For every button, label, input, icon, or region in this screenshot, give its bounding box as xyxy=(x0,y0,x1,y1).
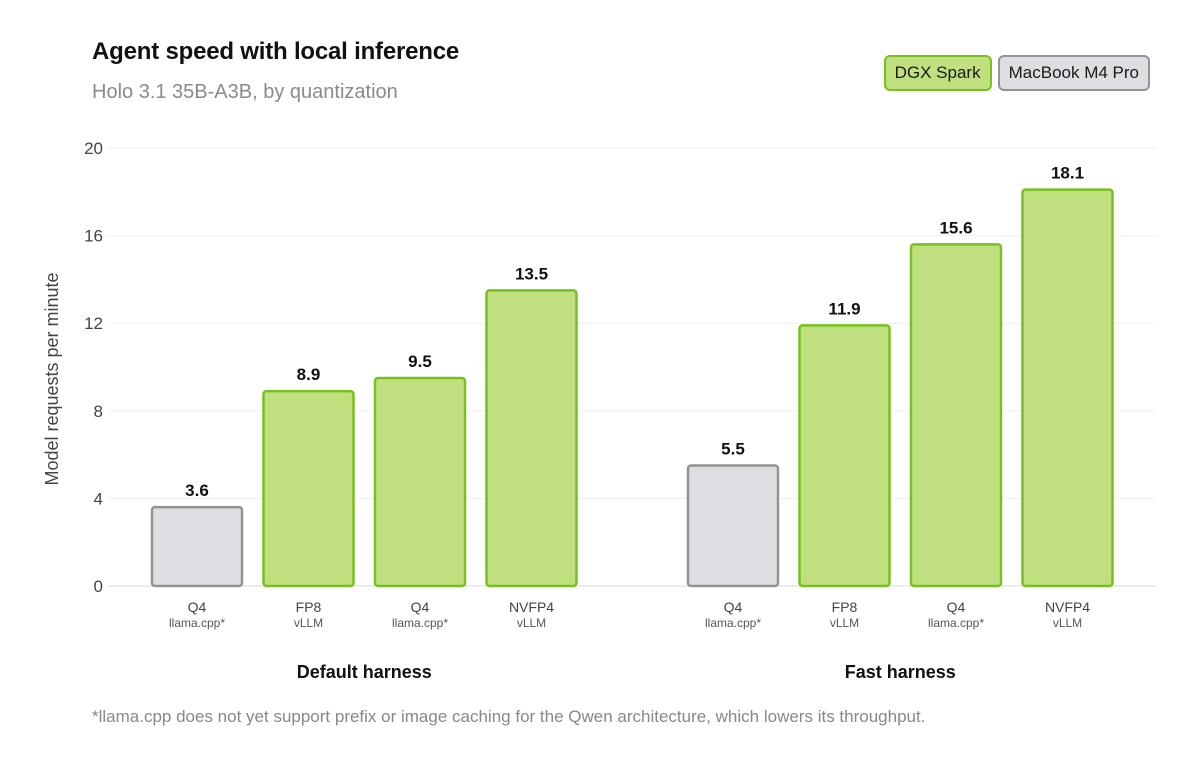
bar xyxy=(1021,188,1114,588)
bar xyxy=(262,389,355,588)
x-tick-label: NVFP4 xyxy=(509,599,554,615)
x-tick-sublabel: vLLM xyxy=(1053,616,1082,630)
x-tick-sublabel: llama.cpp* xyxy=(928,616,984,630)
legend-item-macbook-m4-pro: MacBook M4 Pro xyxy=(997,55,1150,91)
group-label: Default harness xyxy=(297,662,432,682)
x-tick-label: Q4 xyxy=(411,599,430,615)
x-tick-label: NVFP4 xyxy=(1045,599,1090,615)
x-tick-sublabel: vLLM xyxy=(830,616,859,630)
group-label: Fast harness xyxy=(845,662,956,682)
data-label: 5.5 xyxy=(721,440,745,459)
x-tick-sublabel: vLLM xyxy=(294,616,323,630)
x-tick-label: FP8 xyxy=(832,599,858,615)
bar xyxy=(798,324,891,588)
y-tick-label: 12 xyxy=(84,314,103,333)
x-tick-sublabel: llama.cpp* xyxy=(392,616,448,630)
x-tick-label: Q4 xyxy=(724,599,743,615)
data-label: 8.9 xyxy=(297,365,321,384)
y-tick-label: 8 xyxy=(94,402,103,421)
data-label: 13.5 xyxy=(515,264,548,283)
y-tick-label: 16 xyxy=(84,227,103,246)
x-tick-label: Q4 xyxy=(188,599,207,615)
legend-item-dgx-spark: DGX Spark xyxy=(883,55,992,91)
y-tick-label: 4 xyxy=(94,489,103,508)
y-tick-label: 20 xyxy=(84,139,103,158)
x-tick-sublabel: llama.cpp* xyxy=(169,616,225,630)
chart-subtitle: Holo 3.1 35B-A3B, by quantization xyxy=(92,81,398,103)
chart-title: Agent speed with local inference xyxy=(92,38,460,65)
legend: DGX Spark MacBook M4 Pro xyxy=(883,55,1150,91)
x-tick-sublabel: vLLM xyxy=(517,616,546,630)
x-tick-sublabel: llama.cpp* xyxy=(705,616,761,630)
data-label: 18.1 xyxy=(1051,164,1084,183)
data-label: 9.5 xyxy=(408,352,432,371)
x-tick-label: Q4 xyxy=(947,599,966,615)
bar xyxy=(150,505,244,588)
data-label: 11.9 xyxy=(828,299,860,318)
data-label: 15.6 xyxy=(939,218,972,237)
bar xyxy=(485,289,578,588)
bar xyxy=(686,464,780,588)
x-tick-label: FP8 xyxy=(296,599,322,615)
chart-footnote: *llama.cpp does not yet support prefix o… xyxy=(92,707,926,726)
bar xyxy=(909,243,1003,588)
y-axis-label: Model requests per minute xyxy=(42,272,62,485)
data-label: 3.6 xyxy=(185,481,209,500)
y-tick-label: 0 xyxy=(94,577,103,596)
bar xyxy=(373,376,467,588)
